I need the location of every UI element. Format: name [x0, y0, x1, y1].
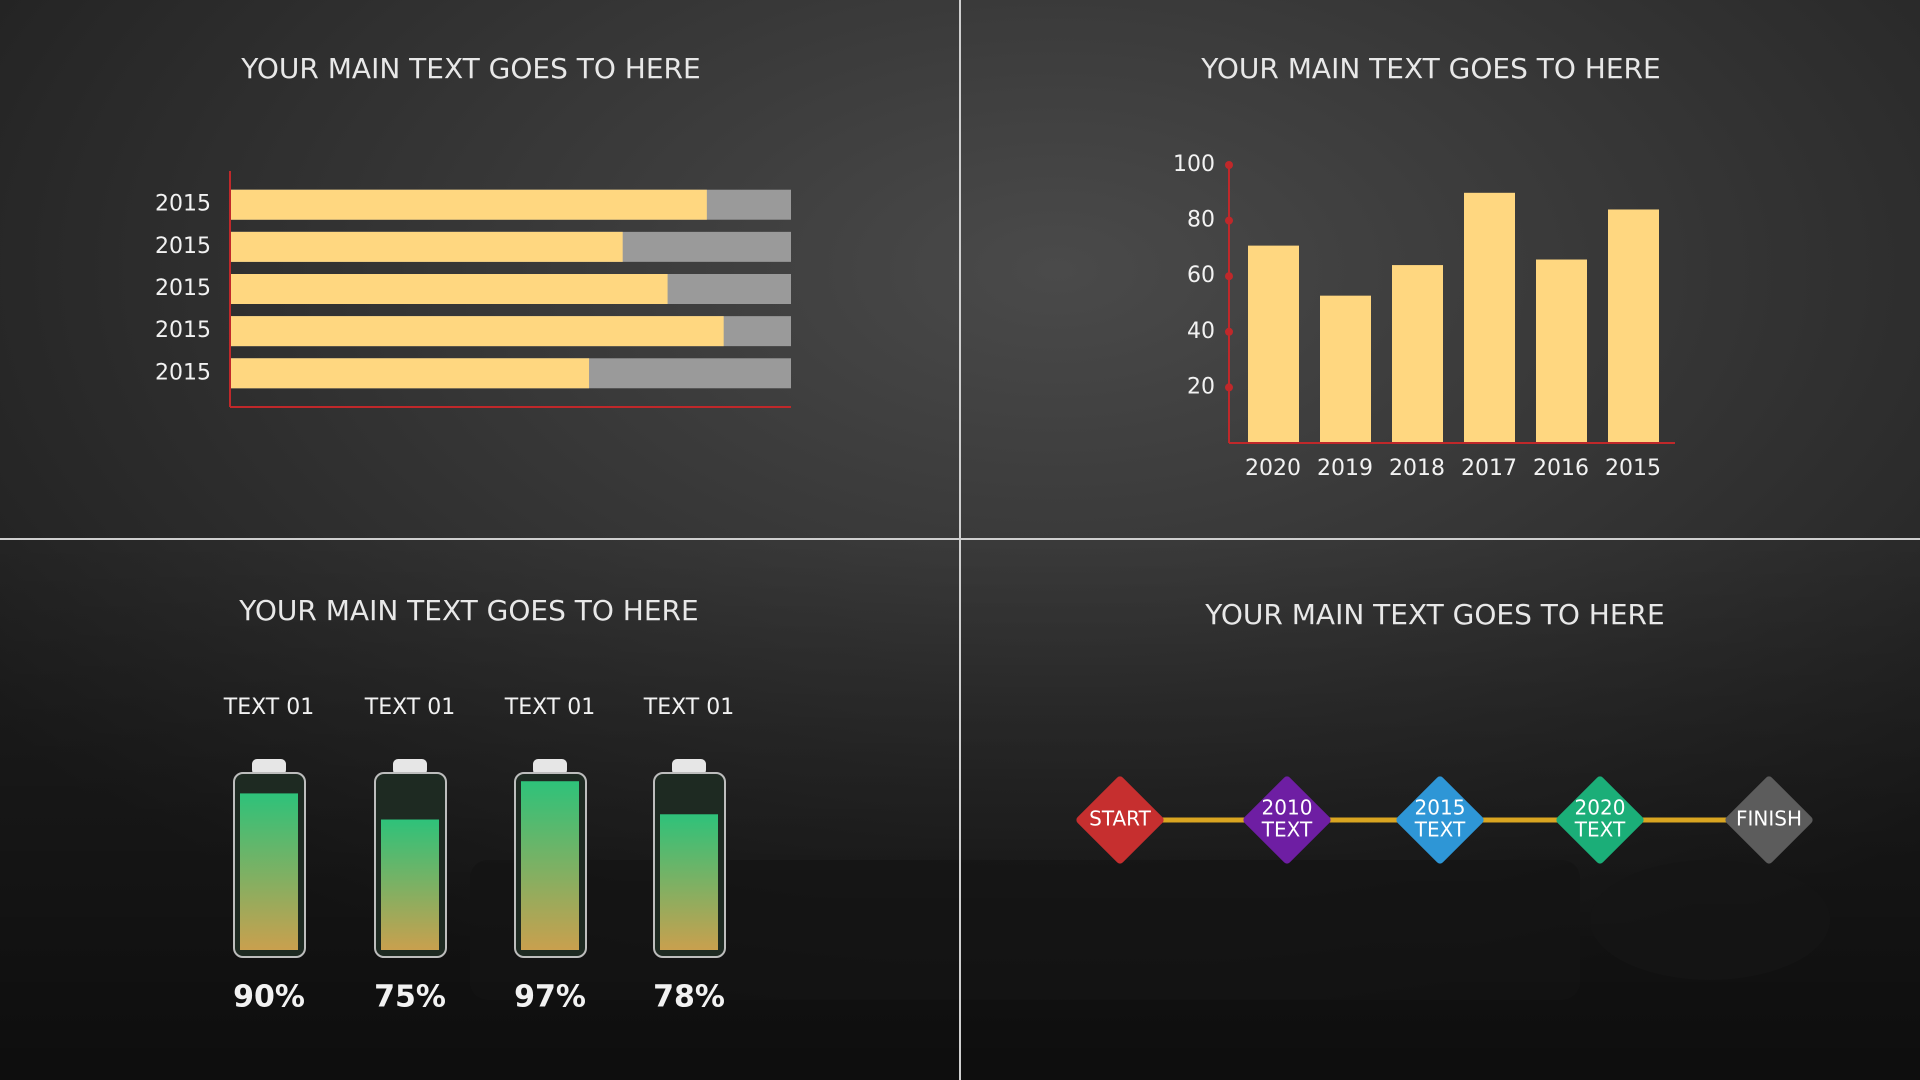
tick-mark — [1225, 383, 1233, 392]
bar — [1392, 265, 1443, 443]
x-tick-label: 2015 — [1605, 456, 1661, 481]
y-tick-label: 80 — [1187, 208, 1215, 233]
battery-cap — [393, 759, 427, 775]
x-tick-label: 2017 — [1461, 456, 1517, 481]
chart-title: YOUR MAIN TEXT GOES TO HERE — [240, 52, 700, 85]
bar — [230, 274, 668, 304]
y-tick-label: 40 — [1187, 319, 1215, 344]
battery-cap — [533, 759, 567, 775]
keyboard-photo — [470, 860, 1580, 1000]
battery-fill — [521, 781, 579, 950]
tick-mark — [1225, 216, 1233, 225]
milestone-label: 2015 — [1415, 796, 1466, 820]
category-label: TEXT 01 — [643, 695, 734, 720]
milestone-label: 2010 — [1262, 796, 1313, 820]
tick-mark — [1225, 272, 1233, 281]
milestone — [1243, 776, 1331, 864]
tick-mark — [1225, 161, 1233, 169]
milestone-label: FINISH — [1736, 807, 1802, 831]
tick-mark — [1225, 327, 1233, 336]
chart-title: YOUR MAIN TEXT GOES TO HERE — [1200, 52, 1660, 85]
value-label: 78% — [653, 980, 725, 1015]
battery-fill — [381, 819, 439, 950]
x-tick-label: 2020 — [1245, 456, 1301, 481]
bar — [1536, 259, 1587, 443]
x-tick-label: 2016 — [1533, 456, 1589, 481]
chart-title: YOUR MAIN TEXT GOES TO HERE — [1204, 598, 1664, 631]
mouse-photo — [1590, 860, 1830, 980]
battery-cap — [252, 759, 286, 775]
y-tick-label: 2015 — [155, 318, 211, 343]
milestone-label: TEXT — [1414, 818, 1466, 842]
value-label: 90% — [233, 980, 305, 1015]
y-tick-label: 2015 — [155, 234, 211, 259]
x-tick-label: 2019 — [1317, 456, 1373, 481]
y-tick-label: 60 — [1187, 263, 1215, 288]
y-tick-label: 100 — [1173, 152, 1215, 177]
bar — [1608, 209, 1659, 443]
bar — [1248, 245, 1299, 443]
category-label: TEXT 01 — [364, 695, 455, 720]
bar — [230, 358, 590, 389]
milestone-label: TEXT — [1574, 818, 1626, 842]
milestone — [1556, 776, 1644, 864]
chart-title: YOUR MAIN TEXT GOES TO HERE — [238, 594, 698, 627]
bar — [230, 231, 623, 262]
milestone — [1725, 776, 1813, 864]
y-tick-label: 2015 — [155, 360, 211, 385]
battery-fill — [240, 793, 298, 950]
y-tick-label: 2015 — [155, 276, 211, 301]
category-label: TEXT 01 — [504, 695, 595, 720]
milestone-label: START — [1089, 807, 1151, 831]
milestone — [1076, 776, 1164, 864]
milestone — [1396, 776, 1484, 864]
milestone-label: 2020 — [1575, 796, 1626, 820]
battery-cap — [672, 759, 706, 775]
bar — [1320, 295, 1371, 443]
value-label: 97% — [514, 980, 586, 1015]
milestone-label: TEXT — [1261, 818, 1313, 842]
y-tick-label: 2015 — [155, 192, 211, 217]
y-tick-label: 20 — [1187, 374, 1215, 399]
x-tick-label: 2018 — [1389, 456, 1445, 481]
battery-fill — [660, 814, 718, 950]
value-label: 75% — [374, 980, 446, 1015]
bar — [230, 316, 724, 347]
bar — [230, 189, 707, 220]
category-label: TEXT 01 — [223, 695, 314, 720]
bar — [1464, 192, 1515, 443]
